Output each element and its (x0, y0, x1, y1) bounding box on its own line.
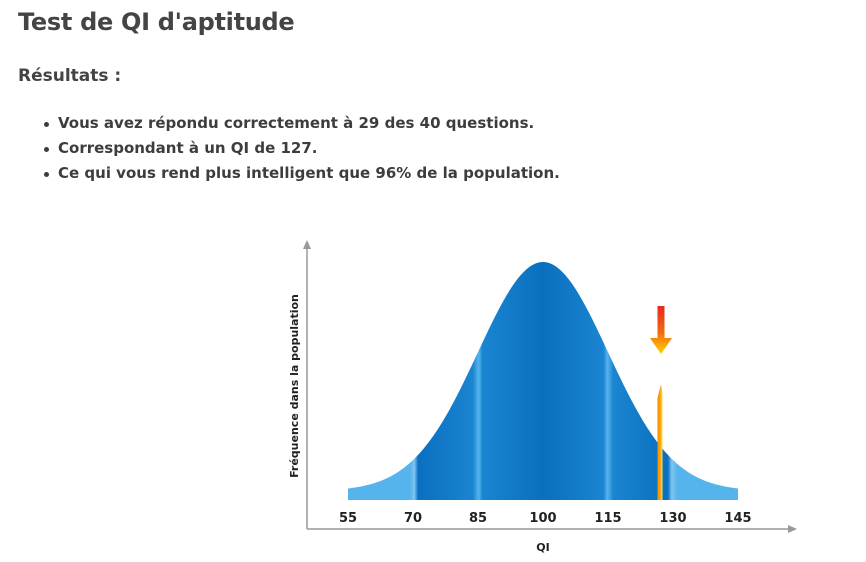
results-list: Vous avez répondu correctement à 29 des … (42, 111, 560, 186)
x-tick-label: 55 (339, 511, 357, 526)
y-axis-label: Fréquence dans la population (288, 294, 301, 478)
x-tick-labels: 55 70 85 100 115 130 145 (339, 511, 752, 526)
result-item-iq: Correspondant à un QI de 127. (42, 136, 560, 161)
x-tick-label: 70 (404, 511, 422, 526)
score-marker (650, 306, 672, 500)
score-marker-line (657, 384, 663, 500)
x-axis-arrow-icon (788, 525, 797, 533)
x-tick-label: 85 (469, 511, 487, 526)
distribution-curve (348, 262, 738, 500)
x-tick-label: 130 (659, 511, 686, 526)
bullet-icon (44, 172, 49, 177)
result-item-percentile: Ce qui vous rend plus intelligent que 96… (42, 161, 560, 186)
result-item-score: Vous avez répondu correctement à 29 des … (42, 111, 560, 136)
x-axis-label: QI (536, 541, 549, 554)
y-axis-arrow-icon (303, 240, 311, 249)
x-tick-label: 100 (529, 511, 556, 526)
page-title: Test de QI d'aptitude (18, 8, 295, 36)
result-text-percentile: Ce qui vous rend plus intelligent que 96… (58, 164, 560, 182)
result-text-score: Vous avez répondu correctement à 29 des … (58, 114, 535, 132)
bullet-icon (44, 147, 49, 152)
bullet-icon (44, 122, 49, 127)
result-text-iq: Correspondant à un QI de 127. (58, 139, 318, 157)
score-marker-arrow-icon (650, 306, 672, 354)
x-tick-label: 145 (724, 511, 751, 526)
x-tick-label: 115 (594, 511, 621, 526)
results-title: Résultats : (18, 66, 122, 86)
